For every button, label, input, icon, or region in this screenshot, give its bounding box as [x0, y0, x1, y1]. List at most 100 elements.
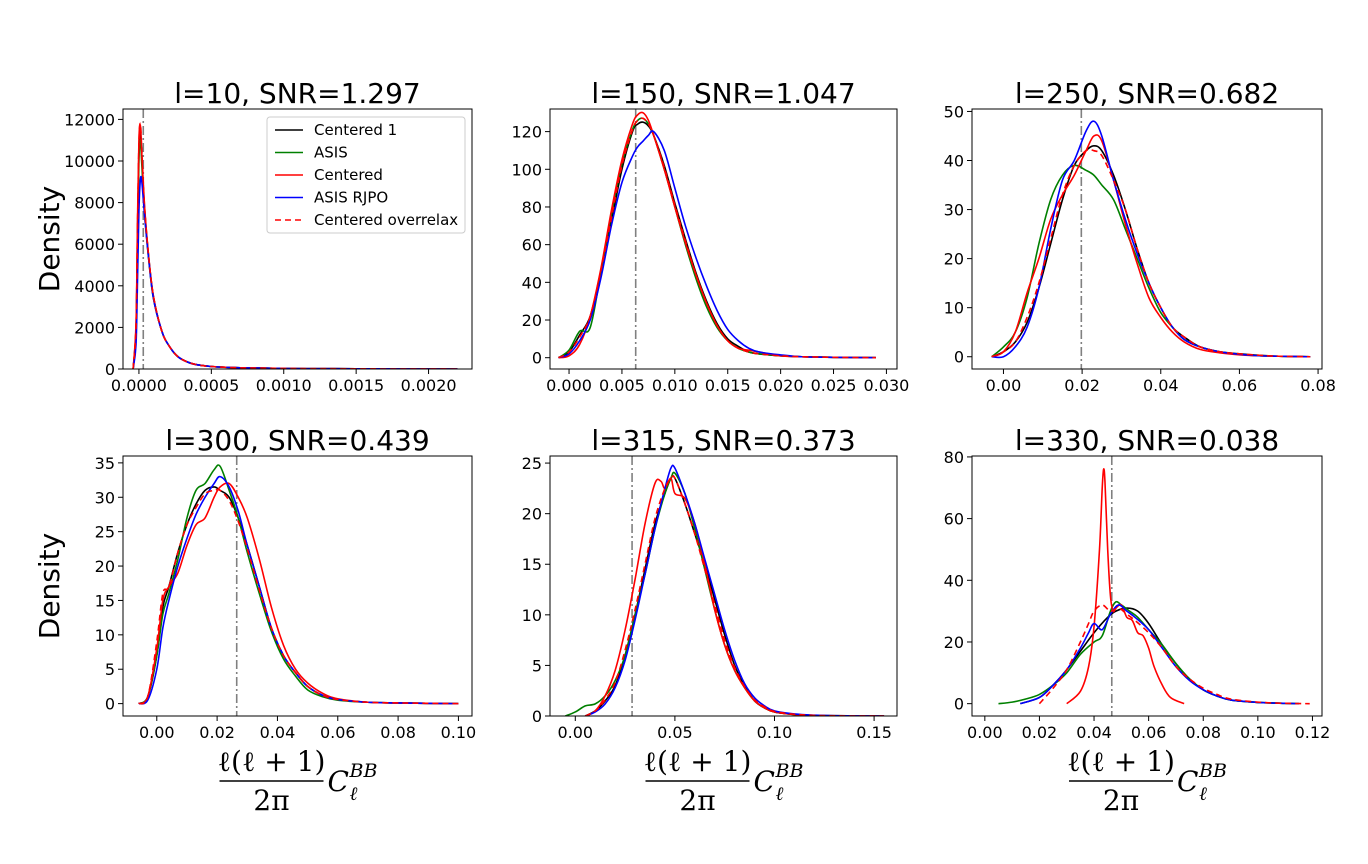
y-tick-label: 5: [105, 660, 115, 679]
y-tick-label: 60: [522, 236, 542, 255]
legend-label-centered-1: Centered 1: [314, 121, 397, 139]
series-line-centered-overrelax: [1038, 604, 1310, 705]
x-label-numerator: ℓ(ℓ + 1): [218, 745, 326, 778]
subplot-title: l=150, SNR=1.047: [591, 77, 855, 110]
y-tick-label: 100: [511, 160, 542, 179]
y-tick-label: 5: [532, 656, 542, 675]
series-line-asis-rjpo: [138, 475, 459, 705]
x-tick-label: 0.030: [864, 376, 910, 395]
y-tick-label: 0: [954, 695, 964, 714]
axes-frame: [971, 108, 1323, 370]
series-line-asis-rjpo: [1020, 604, 1299, 705]
subplot-title: l=10, SNR=1.297: [174, 77, 420, 110]
x-tick-label: 0.04: [260, 723, 296, 742]
series-line-centered: [991, 134, 1311, 358]
x-label-subscript: ℓ: [350, 783, 358, 805]
x-tick-label: 0.06: [1131, 723, 1167, 742]
legend-label-asis: ASIS: [314, 144, 348, 162]
x-tick-label: 0.02: [199, 723, 235, 742]
x-tick-label: 0.000: [546, 376, 592, 395]
series-line-asis: [138, 464, 459, 705]
series-line-centered-1: [584, 474, 885, 716]
axes-frame: [122, 455, 473, 717]
x-label-numerator: ℓ(ℓ + 1): [644, 745, 752, 778]
y-tick-label: 50: [944, 102, 964, 121]
y-tick-label: 20: [522, 311, 542, 330]
x-tick-label: 0.06: [1222, 376, 1258, 395]
x-label-symbol: C: [754, 765, 775, 798]
x-tick-label: 0.020: [758, 376, 804, 395]
series-line-centered-overrelax: [558, 117, 876, 359]
x-label-denominator: 2π: [1103, 784, 1139, 817]
x-label-subscript: ℓ: [776, 783, 784, 805]
x-tick-label: 0.025: [811, 376, 857, 395]
x-tick-label: 0.00: [967, 723, 1003, 742]
legend: Centered 1 ASIS Centered ASIS RJPO Centered …: [266, 116, 466, 234]
series-line-centered-overrelax: [132, 122, 458, 369]
series-line-centered-overrelax: [991, 148, 1311, 358]
series-group: [565, 464, 885, 716]
x-tick-label: 0.005: [599, 376, 645, 395]
y-tick-label: 4000: [74, 277, 115, 296]
y-tick-label: 0: [105, 360, 115, 379]
x-label-denominator: 2π: [679, 784, 715, 817]
subplot-title: l=315, SNR=0.373: [591, 424, 855, 457]
subplot-title: l=300, SNR=0.439: [165, 424, 429, 457]
y-tick-label: 20: [522, 505, 542, 524]
x-tick-label: 0.0005: [183, 376, 239, 395]
series-group: [557, 111, 876, 359]
x-axis-label: ℓ(ℓ + 1) 2π C BBℓ: [218, 745, 378, 817]
x-tick-label: 0.00: [139, 723, 175, 742]
series-line-centered: [584, 477, 885, 716]
x-tick-label: 0.02: [1064, 376, 1100, 395]
y-tick-label: 20: [944, 633, 964, 652]
series-line-centered-1: [991, 144, 1311, 358]
y-tick-label: 8000: [74, 194, 115, 213]
x-label-symbol: C: [328, 765, 349, 798]
y-tick-label: 0: [105, 695, 115, 714]
x-tick-label: 0.010: [652, 376, 698, 395]
x-tick-label: 0.0020: [401, 376, 457, 395]
y-tick-label: 30: [944, 201, 964, 220]
series-line-asis: [565, 471, 885, 716]
y-tick-label: 40: [522, 273, 542, 292]
x-label-superscript: BB: [349, 760, 378, 782]
x-tick-label: 0.0000: [111, 376, 167, 395]
y-tick-label: 0: [532, 349, 542, 368]
series-line-centered: [1066, 468, 1185, 705]
series-line-centered: [558, 111, 876, 359]
x-tick-label: 0.08: [1185, 723, 1221, 742]
y-tick-label: 10: [522, 606, 542, 625]
x-tick-label: 0.02: [1022, 723, 1058, 742]
x-tick-label: 0.0015: [328, 376, 384, 395]
y-tick-label: 120: [511, 123, 542, 142]
x-axis-label: ℓ(ℓ + 1) 2π C BBℓ: [644, 745, 804, 817]
series-line-asis: [998, 600, 1299, 705]
x-label-superscript: BB: [775, 760, 804, 782]
subplot-2: l=150, SNR=1.047 0.000 0.005 0.010 0.015 0.02…: [511, 77, 909, 395]
series-line-centered-overrelax: [138, 488, 459, 705]
series-line-asis-rjpo: [558, 130, 876, 359]
series-line-centered-overrelax: [584, 475, 885, 716]
y-axis-label: Density: [33, 533, 66, 639]
y-tick-label: 20: [95, 557, 115, 576]
x-label-denominator: 2π: [253, 784, 289, 817]
series-group: [138, 464, 459, 705]
x-tick-label: 0.04: [1143, 376, 1179, 395]
subplot-title: l=330, SNR=0.038: [1015, 424, 1279, 457]
y-tick-label: 0: [532, 707, 542, 726]
y-tick-label: 80: [522, 198, 542, 217]
x-axis-label: ℓ(ℓ + 1) 2π C BBℓ: [1067, 745, 1227, 817]
axes-frame: [549, 108, 898, 370]
y-tick-label: 30: [95, 488, 115, 507]
y-tick-label: 40: [944, 571, 964, 590]
legend-label-asis-rjpo: ASIS RJPO: [314, 189, 388, 207]
subplot-5: l=315, SNR=0.373 0.00 0.05 0.10 0.15 0 5 10 15 20…: [522, 424, 898, 817]
x-tick-label: 0.00: [557, 723, 593, 742]
legend-label-centered: Centered: [314, 166, 383, 184]
y-tick-label: 6000: [74, 235, 115, 254]
x-tick-label: 0.10: [441, 723, 477, 742]
legend-box: [266, 116, 466, 234]
x-tick-label: 0.06: [320, 723, 356, 742]
